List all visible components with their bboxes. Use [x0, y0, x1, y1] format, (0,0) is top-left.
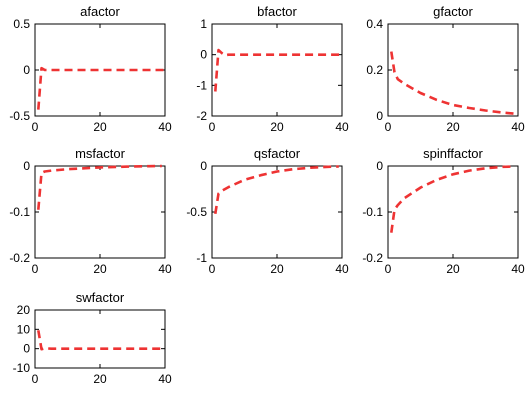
subplot-msfactor: msfactor 0 20 40 -0.2 -0.1 0: [9, 146, 172, 276]
subplot-qsfactor: qsfactor 0 20 40 -1 -0.5 0: [186, 146, 349, 276]
chart-title: gfactor: [433, 4, 473, 19]
plot-area: [34, 309, 166, 369]
y-tick-label: 0: [23, 63, 30, 77]
plot-area: [34, 165, 166, 259]
x-tick-label: 40: [511, 120, 525, 134]
plot-area: [211, 165, 343, 259]
plot-area: [211, 23, 343, 117]
series-line-swfactor: [37, 330, 165, 351]
y-tick-label: -10: [13, 361, 31, 375]
y-tick-label: 10: [17, 322, 31, 336]
subplot-spinffactor: spinffactor 0 20 40 -0.2 -0.1 0: [362, 146, 525, 276]
y-tick-label: 1: [200, 17, 207, 31]
plot-area: [387, 165, 519, 259]
y-tick-label: -0.2: [9, 251, 30, 265]
y-tick-label: 0: [200, 48, 207, 62]
y-tick-label: -1: [196, 78, 207, 92]
chart-title: bfactor: [257, 4, 297, 19]
x-tick-label: 0: [385, 120, 392, 134]
y-tick-label: 0.5: [13, 17, 30, 31]
y-tick-label: 0: [200, 159, 207, 173]
x-tick-label: 20: [446, 120, 460, 134]
x-tick-label: 20: [446, 262, 460, 276]
subplot-gfactor: gfactor 0 20 40 0 0.2 0.4: [366, 4, 525, 134]
x-tick-label: 20: [270, 120, 284, 134]
chart-title: msfactor: [75, 146, 126, 161]
y-tick-label: -0.5: [9, 109, 30, 123]
x-tick-label: 0: [32, 372, 39, 386]
x-tick-label: 20: [93, 372, 107, 386]
x-tick-label: 0: [209, 262, 216, 276]
x-tick-label: 20: [93, 120, 107, 134]
x-tick-label: 40: [158, 372, 172, 386]
chart-title: spinffactor: [423, 146, 483, 161]
y-tick-label: -0.1: [9, 205, 30, 219]
y-tick-label: 0.4: [366, 17, 383, 31]
x-tick-label: 40: [335, 262, 349, 276]
y-tick-label: 0: [23, 342, 30, 356]
x-tick-label: 40: [511, 262, 525, 276]
chart-title: qsfactor: [254, 146, 301, 161]
y-tick-label: -1: [196, 251, 207, 265]
x-tick-label: 0: [385, 262, 392, 276]
x-tick-label: 40: [158, 262, 172, 276]
y-tick-label: 0: [376, 159, 383, 173]
y-tick-label: 0: [23, 159, 30, 173]
x-tick-label: 0: [32, 120, 39, 134]
x-tick-label: 40: [158, 120, 172, 134]
x-tick-label: 0: [32, 262, 39, 276]
chart-title: swfactor: [76, 290, 125, 305]
y-tick-label: -0.5: [186, 205, 207, 219]
chart-title: afactor: [80, 4, 120, 19]
x-tick-label: 20: [270, 262, 284, 276]
series-line-gfactor: [390, 51, 515, 115]
plot-area: [387, 23, 519, 117]
y-tick-label: 0.2: [366, 63, 383, 77]
x-tick-label: 0: [209, 120, 216, 134]
y-tick-label: 20: [17, 303, 31, 317]
subplot-bfactor: bfactor 0 20 40 -2 -1 0 1: [196, 4, 349, 134]
y-tick-label: 0: [376, 109, 383, 123]
series-line-spinffactor: [390, 165, 515, 233]
y-tick-label: -0.2: [362, 251, 383, 265]
x-tick-label: 20: [93, 262, 107, 276]
series-line-bfactor: [214, 48, 342, 92]
series-line-afactor: [37, 66, 165, 110]
y-tick-label: -0.1: [362, 205, 383, 219]
series-line-qsfactor: [214, 165, 339, 215]
y-tick-label: -2: [196, 109, 207, 123]
x-tick-label: 40: [335, 120, 349, 134]
series-line-msfactor: [37, 164, 162, 210]
